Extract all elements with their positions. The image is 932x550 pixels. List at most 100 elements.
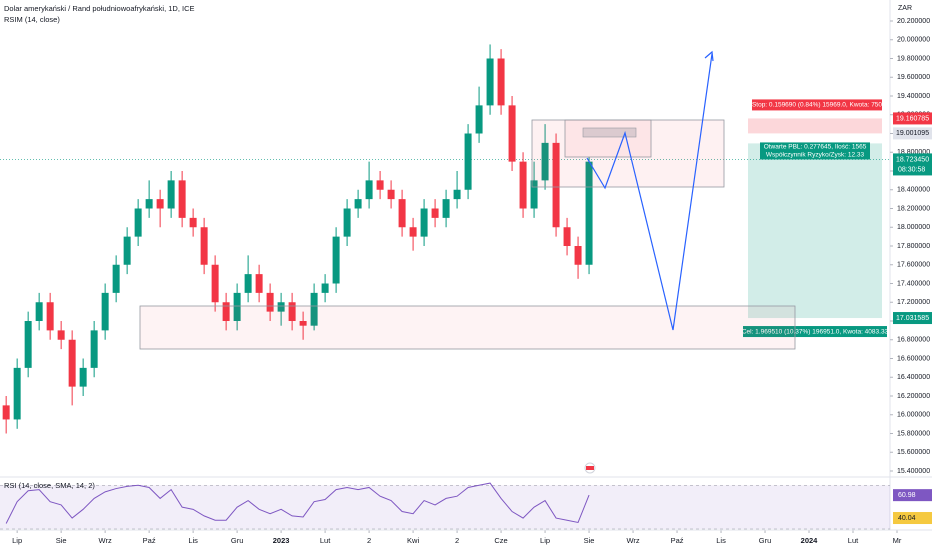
candle-body <box>123 236 131 265</box>
candle-body <box>189 217 197 228</box>
candle-body <box>519 161 527 209</box>
candle-body <box>255 274 263 293</box>
candle-body <box>530 180 538 209</box>
stop-label-box <box>752 99 882 111</box>
candle-body <box>442 199 450 218</box>
candle-body <box>101 292 109 331</box>
candle-body <box>2 405 10 420</box>
candle-body <box>508 105 516 162</box>
zone-box <box>531 119 725 188</box>
candle-body <box>266 292 274 312</box>
y-tick-label: 18.400000 <box>897 187 930 194</box>
x-tick-label: Lip <box>540 536 550 545</box>
candle-body <box>222 302 230 321</box>
x-tick-label: Lut <box>848 536 859 545</box>
stop-zone <box>748 118 882 134</box>
candle-body <box>112 264 120 293</box>
candle-body <box>409 227 417 237</box>
target-label-box <box>743 326 887 338</box>
candle-body <box>574 246 582 265</box>
entry-label-box <box>760 142 870 160</box>
rsi-line <box>5 482 590 524</box>
x-tick-label: 2024 <box>801 536 819 545</box>
rsi-badge <box>893 489 932 502</box>
y-tick-label: 18.200000 <box>897 205 930 212</box>
y-tick-label: 16.600000 <box>897 355 930 362</box>
zone-box <box>582 127 637 138</box>
x-tick-label: Paź <box>143 536 156 545</box>
candle-body <box>552 142 560 228</box>
candle-body <box>486 58 494 106</box>
candle-body <box>299 321 307 326</box>
candle-body <box>156 199 164 209</box>
y-tick-label: 17.600000 <box>897 262 930 269</box>
entry-label: Otwarte PBL: 0.277645, Ilość: 1565 <box>764 144 867 151</box>
x-tick-label: Lis <box>716 536 726 545</box>
y-tick-label: 17.400000 <box>897 280 930 287</box>
sma-badge-text: 40.04 <box>898 515 916 522</box>
y-tick-label: 16.800000 <box>897 337 930 344</box>
x-tick-label: Kwi <box>407 536 419 545</box>
y-tick-label: 17.800000 <box>897 243 930 250</box>
candle-body <box>398 199 406 228</box>
y-tick-label: 16.000000 <box>897 412 930 419</box>
y-tick-label: 20.200000 <box>897 18 930 25</box>
candle-body <box>321 283 329 293</box>
time-axis <box>0 531 932 550</box>
candle-body <box>354 199 362 209</box>
y-tick-label: 19.400000 <box>897 93 930 100</box>
candle-body <box>233 292 241 321</box>
candle-body <box>343 208 351 237</box>
candle-body <box>134 208 142 237</box>
x-tick-label: Cze <box>494 536 507 545</box>
x-tick-label: 2 <box>367 536 371 545</box>
candle-body <box>46 302 54 331</box>
y-tick-label: 17.200000 <box>897 299 930 306</box>
y-tick-label: 16.400000 <box>897 374 930 381</box>
y-tick-label: 19.600000 <box>897 74 930 81</box>
candle-body <box>145 199 153 209</box>
candle-body <box>420 208 428 237</box>
candle-body <box>90 330 98 368</box>
rsi-title: RSI (14, close, SMA, 14, 2) <box>4 481 95 490</box>
candle-body <box>365 180 373 200</box>
candle-body <box>277 302 285 312</box>
target-zone <box>748 143 882 319</box>
candle-body <box>35 302 43 321</box>
x-tick-label: Paź <box>671 536 684 545</box>
rsi-band <box>0 485 890 529</box>
x-tick-label: Gru <box>231 536 244 545</box>
y-tick-label: 15.400000 <box>897 468 930 475</box>
candle-body <box>453 189 461 200</box>
candle-body <box>497 58 505 106</box>
y-tick-label: 16.200000 <box>897 393 930 400</box>
x-tick-label: Lip <box>12 536 22 545</box>
y-tick-label: 18.800000 <box>897 149 930 156</box>
entry-badge <box>893 153 932 176</box>
x-tick-label: Mr <box>893 536 902 545</box>
candle-body <box>475 105 483 134</box>
projection-path <box>586 53 713 331</box>
ratio-label: Współczynnik Ryzyko/Zysk: 12.33 <box>766 152 865 159</box>
candle-body <box>79 367 87 387</box>
zone-box <box>564 119 652 158</box>
y-tick-label: 20.000000 <box>897 37 930 44</box>
zone-box <box>139 305 796 350</box>
candle-body <box>387 189 395 200</box>
x-tick-label: 2 <box>455 536 459 545</box>
y-tick-label: 18.000000 <box>897 224 930 231</box>
stop-label: Stop: 0.159690 (0.84%) 15969.0, Kwota: 7… <box>752 102 882 109</box>
stop-badge <box>893 112 932 125</box>
indicator-label: RSIM (14, close) <box>4 15 60 24</box>
chart-title: Dolar amerykański / Rand południowoafryk… <box>4 4 195 13</box>
candle-body <box>167 180 175 209</box>
candle-body <box>563 227 571 246</box>
candle-body <box>288 302 296 321</box>
candle-body <box>332 236 340 284</box>
y-tick-label: 19.800000 <box>897 55 930 62</box>
candle-body <box>310 292 318 326</box>
candle-body <box>13 367 21 420</box>
